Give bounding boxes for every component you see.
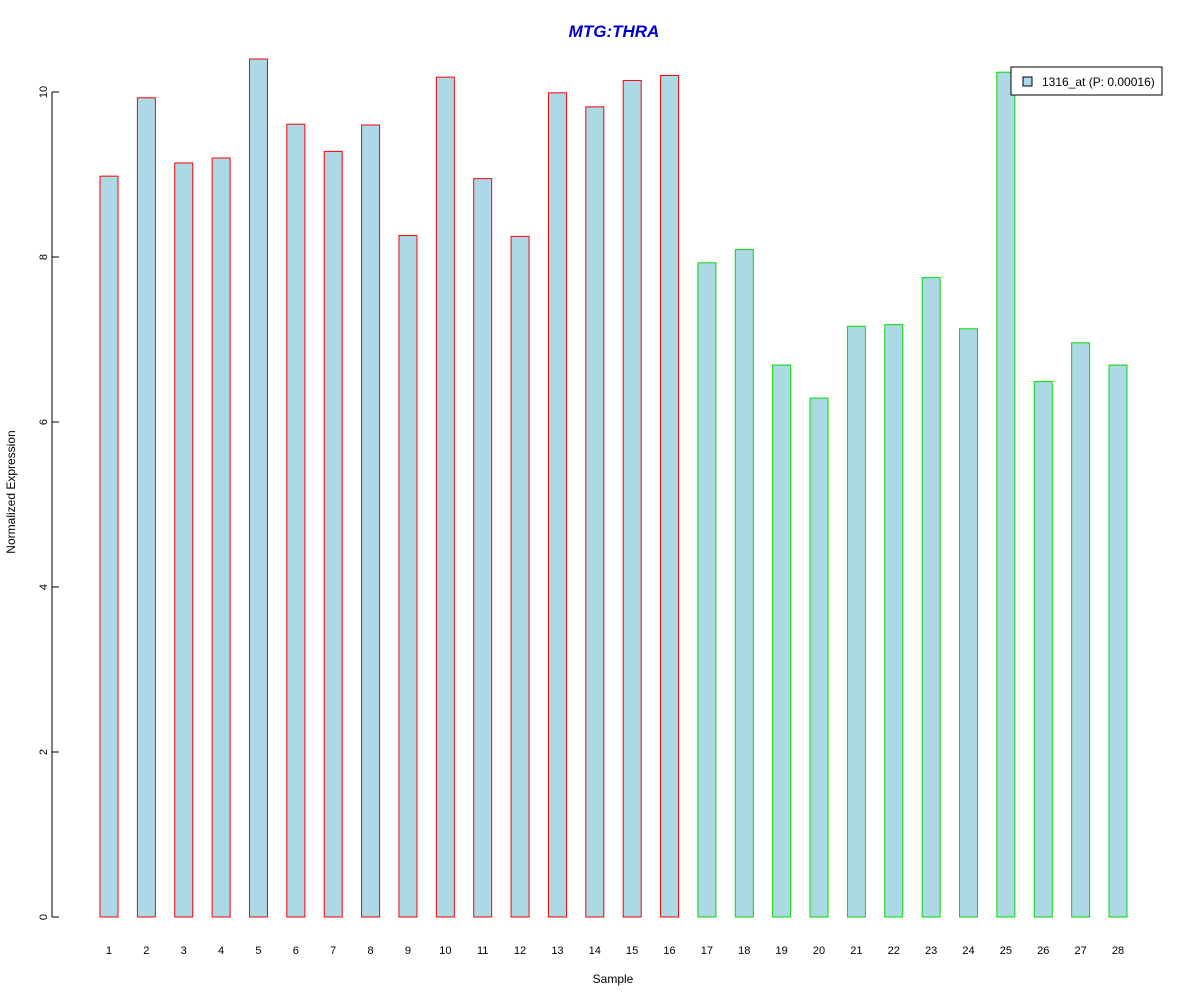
x-tick-label: 17 [701,945,713,957]
bar-sample-16 [660,75,680,918]
y-axis-label: Normalized Expression [4,430,18,553]
bar-sample-17 [697,262,717,918]
bar-sample-10 [435,76,455,918]
x-tick-label: 16 [663,945,675,957]
bar-sample-11 [473,178,493,918]
bar-sample-25 [996,71,1016,918]
bar-sample-19 [772,364,792,918]
bar-sample-6 [286,123,306,918]
bar-sample-8 [361,124,381,918]
legend-swatch [1022,76,1033,87]
chart-title: MTG:THRA [569,22,660,41]
x-tick-label: 10 [439,945,451,957]
x-tick-label: 5 [255,945,261,957]
bar-sample-1 [99,175,119,918]
y-axis: 0 2 4 6 8 10 [38,86,59,920]
bar-sample-5 [248,58,268,918]
bar-sample-24 [959,328,979,918]
x-tick-label: 3 [181,945,187,957]
y-tick-label: 0 [38,914,50,920]
x-tick-label: 25 [1000,945,1012,957]
bar-sample-4 [211,157,231,918]
bar-sample-12 [510,235,530,918]
bar-sample-27 [1071,342,1091,918]
y-tick-label: 6 [38,419,50,425]
bar-sample-21 [846,325,866,918]
bar-sample-3 [174,162,194,918]
y-tick-label: 10 [38,86,50,98]
x-tick-label: 2 [143,945,149,957]
legend-label: 1316_at (P: 0.00016) [1042,75,1155,89]
bar-sample-22 [884,324,904,918]
x-tick-label: 14 [589,945,601,957]
bar-sample-20 [809,397,829,918]
legend: 1316_at (P: 0.00016) [1010,66,1163,96]
x-tick-label: 24 [962,945,974,957]
bar-sample-23 [921,277,941,918]
x-tick-label: 4 [218,945,224,957]
x-tick-label: 8 [368,945,374,957]
x-tick-label: 7 [330,945,336,957]
x-axis-label: Sample [593,972,634,986]
bar-sample-26 [1033,381,1053,918]
x-tick-label: 22 [888,945,900,957]
bar-sample-14 [585,106,605,918]
bar-sample-18 [734,249,754,918]
bar-sample-9 [398,235,418,918]
bars [99,58,1128,918]
bar-sample-28 [1108,364,1128,918]
x-tick-label: 1 [106,945,112,957]
x-tick-label: 18 [738,945,750,957]
x-tick-label: 15 [626,945,638,957]
bar-sample-13 [547,92,567,918]
y-tick-label: 2 [38,749,50,755]
x-tick-label: 27 [1074,945,1086,957]
bar-sample-15 [622,79,642,918]
y-tick-label: 4 [38,584,50,590]
x-tick-label: 23 [925,945,937,957]
x-tick-label: 28 [1112,945,1124,957]
legend-box [1010,66,1163,96]
x-tick-label: 9 [405,945,411,957]
bar-sample-7 [323,150,343,918]
x-tick-labels: 1 2 3 4 5 6 7 8 9 10 11 12 13 14 15 16 17 18 19 20 21 22 23 24 2… [106,945,1124,957]
x-tick-label: 20 [813,945,825,957]
x-tick-label: 21 [850,945,862,957]
x-tick-label: 19 [776,945,788,957]
x-tick-label: 26 [1037,945,1049,957]
y-tick-label: 8 [38,254,50,260]
x-tick-label: 11 [477,945,488,957]
x-tick-label: 13 [551,945,563,957]
x-tick-label: 6 [293,945,299,957]
x-tick-label: 12 [514,945,526,957]
bar-sample-2 [136,97,156,918]
